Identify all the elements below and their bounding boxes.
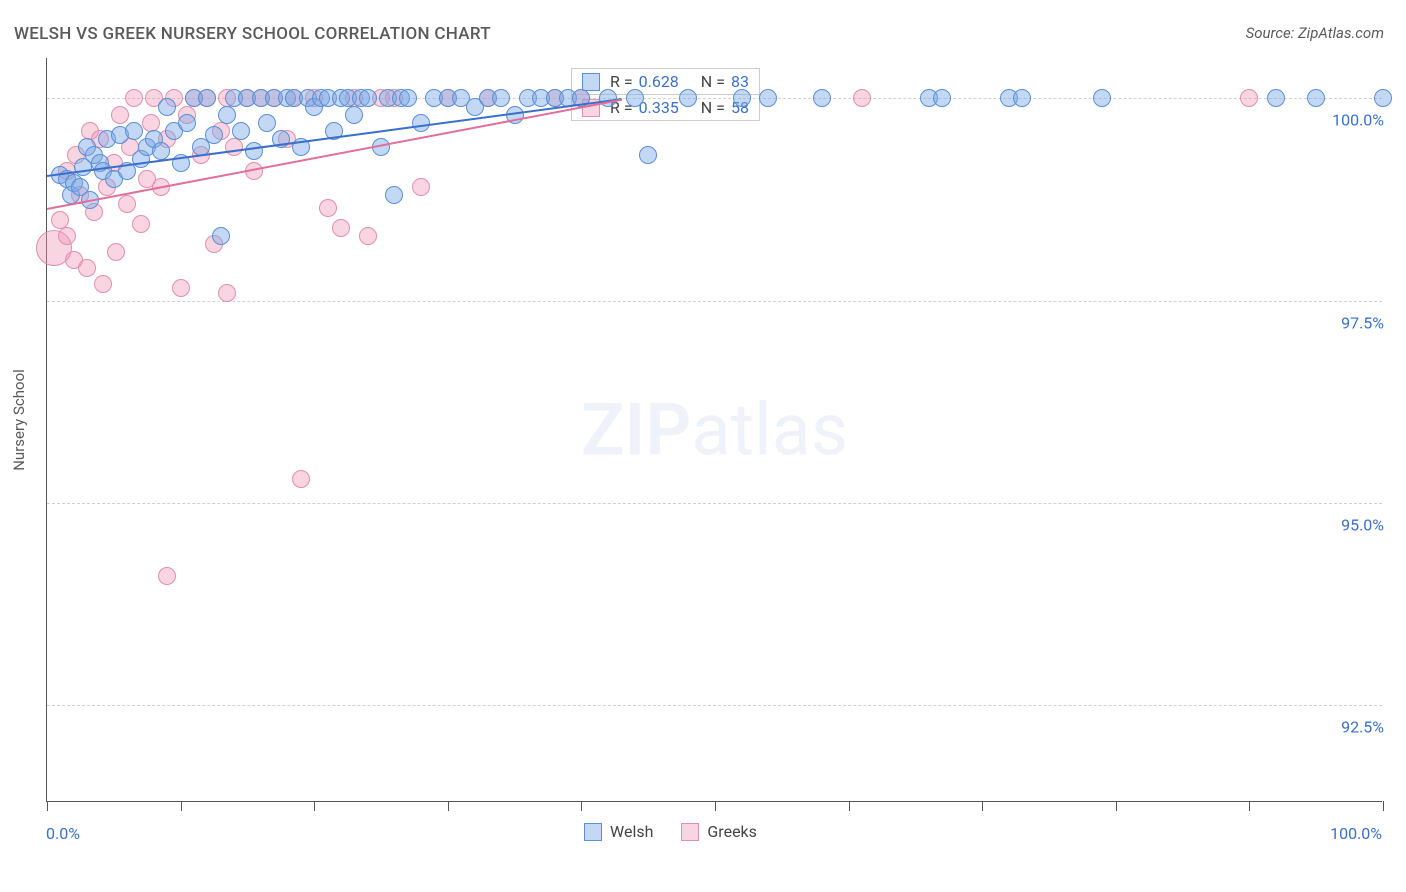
data-point [225, 138, 243, 156]
watermark: ZIPatlas [581, 387, 848, 472]
data-point [205, 126, 223, 144]
data-point [198, 89, 216, 107]
n-value: 83 [731, 72, 749, 91]
data-point [359, 89, 377, 107]
data-point [125, 122, 143, 140]
x-tick [1383, 801, 1384, 811]
x-tick [448, 801, 449, 811]
data-point [399, 89, 417, 107]
data-point [125, 89, 143, 107]
y-tick-label: 95.0% [1314, 515, 1384, 534]
n-label: N = [701, 98, 725, 117]
x-tick [1249, 801, 1250, 811]
x-tick [314, 801, 315, 811]
x-tick [982, 801, 983, 811]
data-point [679, 89, 697, 107]
legend-swatch [582, 73, 600, 91]
r-value: 0.628 [639, 72, 679, 91]
data-point [172, 279, 190, 297]
x-axis-min-label: 0.0% [46, 824, 80, 843]
y-tick-label: 97.5% [1314, 313, 1384, 332]
data-point [218, 106, 236, 124]
gridline [47, 705, 1382, 706]
r-label: R = [610, 72, 633, 91]
n-label: N = [701, 72, 725, 91]
data-point [111, 106, 129, 124]
data-point [158, 567, 176, 585]
gridline [47, 301, 1382, 302]
x-tick [715, 801, 716, 811]
legend-label: Greeks [707, 822, 757, 841]
y-axis-label: Nursery School [10, 369, 28, 471]
x-tick [849, 801, 850, 811]
data-point [158, 98, 176, 116]
legend-bottom: Welsh Greeks [584, 822, 757, 841]
data-point [492, 89, 510, 107]
data-point [1240, 89, 1258, 107]
x-tick [47, 801, 48, 811]
data-point [94, 275, 112, 293]
data-point [118, 195, 136, 213]
legend-item: Welsh [584, 822, 653, 841]
data-point [245, 142, 263, 160]
chart-title: WELSH VS GREEK NURSERY SCHOOL CORRELATIO… [14, 24, 491, 44]
data-point [218, 284, 236, 302]
x-tick [581, 801, 582, 811]
legend-swatch [681, 823, 699, 841]
data-point [58, 227, 76, 245]
data-point [292, 470, 310, 488]
data-point [385, 186, 403, 204]
source-label: Source: ZipAtlas.com [1246, 24, 1384, 42]
data-point [152, 142, 170, 160]
x-tick [181, 801, 182, 811]
data-point [107, 243, 125, 261]
legend-label: Welsh [610, 822, 653, 841]
data-point [639, 146, 657, 164]
data-point [1013, 89, 1031, 107]
r-value: 0.335 [639, 98, 679, 117]
data-point [933, 89, 951, 107]
data-point [733, 89, 751, 107]
data-point [1307, 89, 1325, 107]
data-point [626, 89, 644, 107]
data-point [212, 227, 230, 245]
data-point [78, 259, 96, 277]
data-point [258, 114, 276, 132]
data-point [759, 89, 777, 107]
y-tick-label: 92.5% [1314, 717, 1384, 736]
data-point [853, 89, 871, 107]
x-tick [1116, 801, 1117, 811]
data-point [332, 219, 350, 237]
data-point [412, 114, 430, 132]
data-point [1093, 89, 1111, 107]
legend-item: Greeks [681, 822, 757, 841]
y-tick-label: 100.0% [1314, 111, 1384, 130]
plot-area: ZIPatlas R =0.628N =83R =0.335N =58 92.5… [46, 58, 1382, 802]
data-point [142, 114, 160, 132]
data-point [178, 114, 196, 132]
data-point [412, 178, 430, 196]
data-point [345, 106, 363, 124]
data-point [813, 89, 831, 107]
x-axis-max-label: 100.0% [1330, 824, 1382, 843]
data-point [1267, 89, 1285, 107]
data-point [319, 199, 337, 217]
data-point [132, 215, 150, 233]
data-point [1374, 89, 1392, 107]
gridline [47, 503, 1382, 504]
legend-stats-row: R = 0.628 N = 83 [572, 69, 759, 94]
data-point [359, 227, 377, 245]
data-point [232, 122, 250, 140]
legend-swatch [584, 823, 602, 841]
